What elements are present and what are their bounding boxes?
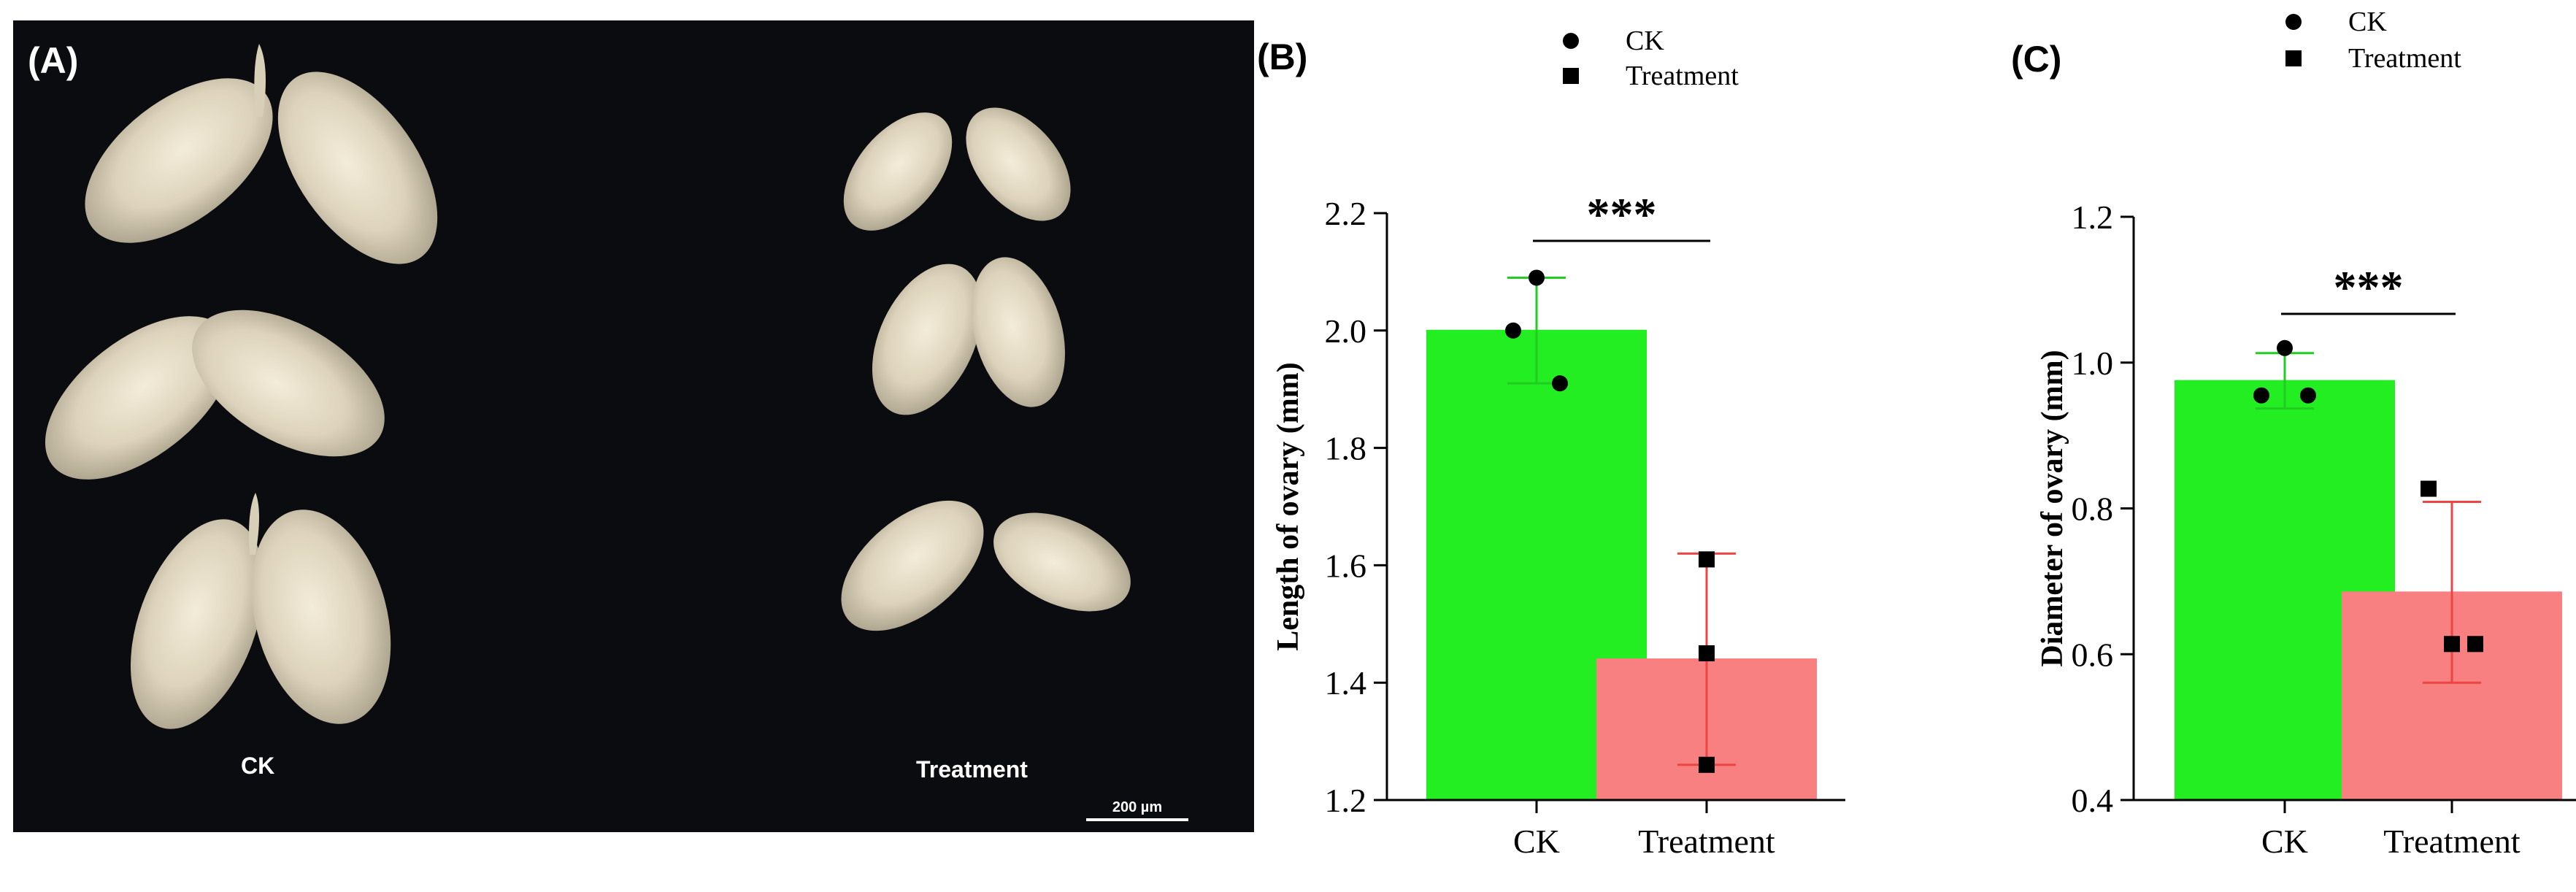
y-tick-label: 1.2 <box>1325 782 1367 819</box>
y-tick-label: 0.8 <box>2072 491 2114 528</box>
chart-length-of-ovary: (B) CK Treatment CK Treatment 1.2 1.4 1.6 1.8 2.0… <box>1257 26 1845 860</box>
treatment-ovary-pair-2 <box>872 257 1066 415</box>
y-tick-label: 0.6 <box>2072 636 2114 673</box>
x-tick-label: Treatment <box>1638 823 1775 860</box>
legend-marker-circle <box>1563 33 1579 49</box>
ck-ovary-pair-2 <box>45 309 385 480</box>
data-point-square <box>2421 480 2437 497</box>
y-tick-label: 1.2 <box>2072 199 2114 236</box>
y-tick-label: 1.4 <box>1325 664 1367 701</box>
treatment-caption: Treatment <box>916 756 1028 783</box>
data-point-circle <box>2277 339 2293 356</box>
y-tick-label: 0.4 <box>2072 782 2114 819</box>
y-axis-label: Diameter of ovary (mm) <box>2036 350 2069 666</box>
y-tick-label: 1.8 <box>1325 430 1367 467</box>
treatment-ovary-pair-1 <box>843 107 1071 231</box>
y-tick-label: 1.6 <box>1325 547 1367 584</box>
data-point-square <box>2467 636 2483 653</box>
y-axis-label: Length of ovary (mm) <box>1272 362 1305 650</box>
legend-marker-square <box>2285 50 2302 66</box>
significance-label: *** <box>2334 261 2404 313</box>
legend-marker-square <box>1563 68 1579 84</box>
x-tick-label: CK <box>2261 823 2308 860</box>
y-tick-label: 2.0 <box>1325 312 1367 350</box>
legend-marker-circle <box>2285 14 2302 30</box>
data-point-square <box>2444 636 2460 653</box>
x-tick-label: CK <box>1513 823 1560 860</box>
data-point-circle <box>1505 322 1521 339</box>
legend-label: CK <box>1626 26 1664 56</box>
x-tick-label: Treatment <box>2383 823 2521 860</box>
data-point-circle <box>1529 269 1545 286</box>
legend-label: CK <box>2348 7 2387 37</box>
data-point-circle <box>2253 387 2269 404</box>
data-point-circle <box>1552 375 1568 392</box>
y-tick-label: 2.2 <box>1325 195 1367 232</box>
panel-a-photo: (A) CK Treatment 200 µm <box>13 20 1254 832</box>
panel-label: (B) <box>1257 36 1307 77</box>
chart-diameter-of-ovary: (C) CK Treatment CK Treatment 0.4 0.6 0.8 1.0 1.2… <box>2011 7 2576 860</box>
y-tick-label: 1.0 <box>2072 345 2114 382</box>
panel-a-label: (A) <box>28 40 78 81</box>
significance-label: *** <box>1587 188 1657 240</box>
data-point-square <box>1699 551 1715 568</box>
scale-bar-label: 200 µm <box>1112 799 1162 815</box>
ck-ovary-pair-3 <box>130 493 391 729</box>
panel-label: (C) <box>2011 39 2061 80</box>
ck-ovary-pair-1 <box>85 44 438 264</box>
legend-label: Treatment <box>1626 61 1739 91</box>
data-point-square <box>1699 645 1715 661</box>
ck-caption: CK <box>241 753 274 779</box>
data-point-square <box>1699 756 1715 773</box>
treatment-ovary-pair-3 <box>841 500 1131 631</box>
legend-label: Treatment <box>2348 43 2461 74</box>
data-point-circle <box>2300 387 2316 404</box>
